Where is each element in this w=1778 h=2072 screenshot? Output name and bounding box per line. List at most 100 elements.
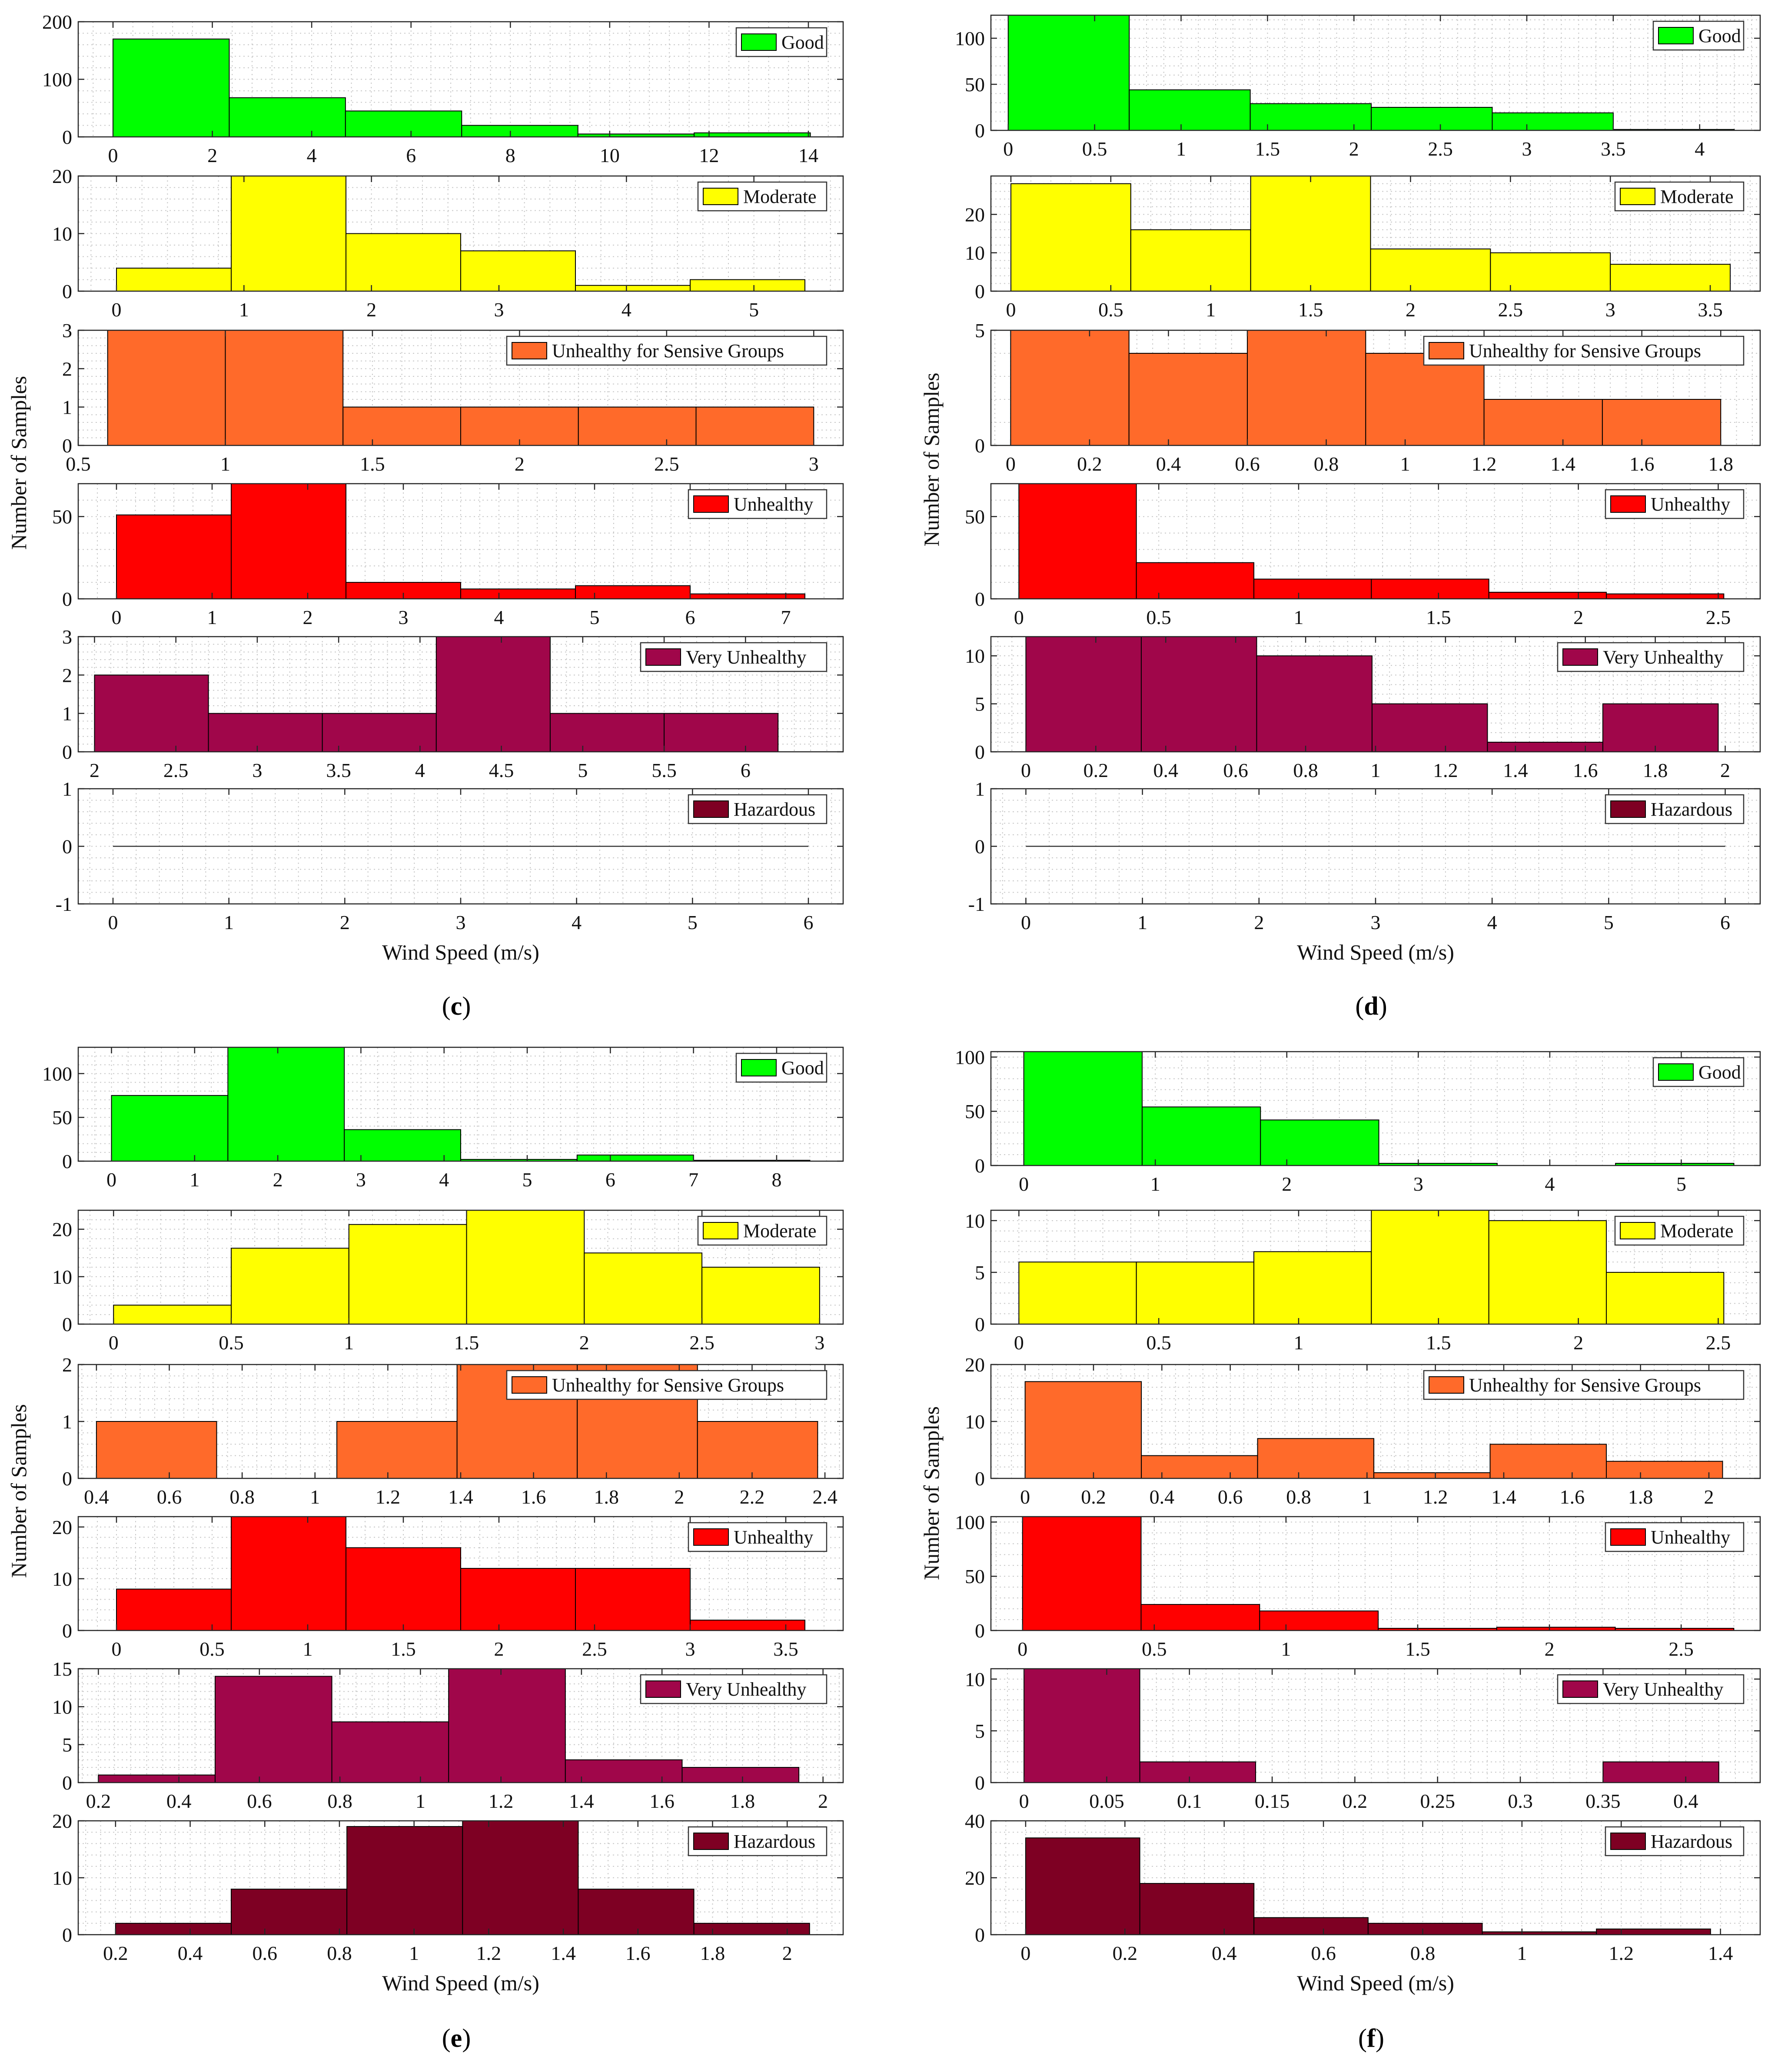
- panel-f-unhealthy-bar-2: [1259, 1610, 1379, 1631]
- panel-c-very-unhealthy-legend: Very Unhealthy: [640, 642, 828, 672]
- panel-c-unhealthy-ytick-label: 0: [62, 588, 72, 610]
- panel-e-unhealthy-for-sensive-groups-xtick-label: 1.2: [376, 1486, 401, 1508]
- panel-d-hazardous-xtick-label: 1: [1137, 911, 1147, 933]
- panel-e-very-unhealthy-legend: Very Unhealthy: [640, 1674, 828, 1704]
- panel-e-moderate-xtick-label: 0.5: [219, 1332, 244, 1354]
- panel-f-good-ytick-label: 100: [955, 1046, 985, 1068]
- panel-f-moderate-xtick-label: 2.5: [1706, 1332, 1731, 1354]
- panel-c-good-ytick-label: 0: [62, 126, 72, 148]
- panel-f-hazardous-bar-1: [1139, 1883, 1255, 1936]
- panel-f-unhealthy-xtick-label: 2.5: [1668, 1638, 1694, 1660]
- panel-e-unhealthy-for-sensive-groups-xtick-label: 0.8: [229, 1486, 255, 1508]
- panel-c-unhealthy-xtick-label: 5: [590, 606, 600, 628]
- panel-f-hazardous-legend-label: Hazardous: [1651, 1831, 1732, 1852]
- panel-c-very-unhealthy-xtick-label: 5.5: [651, 759, 677, 781]
- panel-c-very-unhealthy-bar-5: [664, 713, 779, 752]
- panel-c-hazardous-ytick-label: -1: [56, 893, 72, 915]
- panel-f-hazardous-xtick-label: 1: [1517, 1942, 1527, 1964]
- panel-d-unhealthy-xtick-label: 1.5: [1426, 606, 1451, 628]
- panel-e-very-unhealthy-legend-swatch: [645, 1680, 681, 1698]
- panel-e-moderate-ytick-label: 10: [52, 1266, 72, 1288]
- panel-e-hazardous-xtick-label: 1.6: [625, 1942, 651, 1964]
- panel-d-unhealthy-xtick-label: 0: [1014, 606, 1024, 628]
- panel-e-hazardous-ytick-label: 10: [52, 1867, 72, 1889]
- panel-e-good-axes-box: [77, 1046, 844, 1162]
- panel-f-very-unhealthy-bar-5: [1602, 1761, 1719, 1783]
- panel-c-good-xtick-label: 10: [600, 144, 620, 166]
- panel-c-good-xtick-label: 0: [108, 144, 118, 166]
- panel-d-hazardous-xtick-label: 4: [1487, 911, 1497, 933]
- panel-c-very-unhealthy-ytick-label: 3: [62, 626, 72, 648]
- panel-e-hazardous-bar-4: [578, 1889, 695, 1936]
- panel-e-unhealthy-xtick-label: 3: [685, 1638, 695, 1660]
- panel-f-caption: (f): [1358, 2024, 1384, 2052]
- panel-c-unhealthy-for-sensive-groups-bar-4: [578, 406, 697, 446]
- panel-d-unhealthy-for-sensive-groups-legend-swatch: [1429, 342, 1464, 359]
- panel-f-x-axis-title: Wind Speed (m/s): [1297, 1971, 1454, 1995]
- panel-f-good-xtick-label: 2: [1282, 1173, 1292, 1195]
- panel-c-unhealthy-for-sensive-groups-bar-1: [225, 330, 344, 446]
- panel-d-moderate-ytick-label: 0: [975, 280, 985, 302]
- panel-c-very-unhealthy-xtick-label: 4: [415, 759, 425, 781]
- panel-e-unhealthy-axes: 0 0.5 1 1.5 2 2.5 3 3.5 0 10 20 Unhealthy: [52, 1516, 844, 1660]
- panel-f-good-ytick-label: 0: [975, 1155, 985, 1177]
- panel-e-unhealthy-xtick-label: 0: [112, 1638, 122, 1660]
- panel-e-unhealthy-for-sensive-groups-xtick-label: 2: [674, 1486, 684, 1508]
- panel-d-very-unhealthy-xtick-label: 0.6: [1223, 759, 1248, 781]
- panel-e-hazardous-xtick-label: 0.2: [103, 1942, 128, 1964]
- panel-c-moderate-legend-label: Moderate: [743, 186, 817, 207]
- panel-e-good-bar-2: [344, 1129, 461, 1162]
- panel-e-unhealthy-for-sensive-groups-xtick-label: 2.4: [812, 1486, 837, 1508]
- panel-e-hazardous-xtick-label: 1.8: [700, 1942, 725, 1964]
- panel-e-very-unhealthy-ytick-label: 15: [52, 1658, 72, 1680]
- panel-e-unhealthy-for-sensive-groups-ytick-label: 2: [62, 1354, 72, 1376]
- panel-d-unhealthy-for-sensive-groups-bar-0: [1010, 330, 1130, 446]
- panel-f-unhealthy-xtick-label: 0.5: [1142, 1638, 1167, 1660]
- panel-c-hazardous-xtick-label: 3: [456, 911, 466, 933]
- panel-d-unhealthy-for-sensive-groups-xtick-label: 0.8: [1314, 453, 1339, 475]
- panel-f-very-unhealthy-legend-swatch: [1562, 1680, 1598, 1698]
- panel-f-moderate-bar-3: [1371, 1210, 1489, 1325]
- panel-f-unhealthy-for-sensive-groups-xtick-label: 1.6: [1560, 1486, 1585, 1508]
- panel-f-moderate-ytick-label: 10: [965, 1210, 985, 1232]
- panel-d-moderate-bar-4: [1490, 252, 1611, 292]
- panel-d-unhealthy-for-sensive-groups-xtick-label: 0.6: [1235, 453, 1260, 475]
- panel-d-very-unhealthy-legend-swatch: [1562, 648, 1598, 666]
- panel-d-good-xtick-label: 1: [1176, 138, 1186, 160]
- panel-c-very-unhealthy-bar-1: [208, 713, 323, 752]
- panel-f-very-unhealthy-ytick-label: 0: [975, 1772, 985, 1794]
- panel-c-moderate-bar-5: [690, 279, 805, 292]
- panel-d-unhealthy-xtick-label: 2.5: [1706, 606, 1731, 628]
- panel-d-unhealthy-bar-3: [1371, 578, 1489, 599]
- panel-d-hazardous-xtick-label: 6: [1720, 911, 1730, 933]
- panel-d-unhealthy-for-sensive-groups-legend-label: Unhealthy for Sensive Groups: [1469, 340, 1701, 362]
- panel-f-unhealthy-bar-1: [1140, 1604, 1260, 1631]
- panel-f-hazardous-ytick-label: 0: [975, 1924, 985, 1946]
- panel-d-very-unhealthy-legend-label: Very Unhealthy: [1603, 647, 1723, 668]
- panel-d-unhealthy-for-sensive-groups-xtick-label: 1.8: [1708, 453, 1733, 475]
- panel-e-unhealthy-xtick-label: 2: [494, 1638, 504, 1660]
- panel-e-unhealthy-for-sensive-groups-xtick-label: 1.6: [521, 1486, 546, 1508]
- panel-e-moderate-bar-2: [348, 1224, 467, 1325]
- panel-e-moderate-bar-4: [584, 1252, 703, 1325]
- panel-c-hazardous-xtick-label: 2: [340, 911, 350, 933]
- panel-e-very-unhealthy-bar-2: [331, 1721, 449, 1783]
- panel-c-moderate-xtick-label: 5: [749, 299, 759, 321]
- panel-e-very-unhealthy-bar-0: [98, 1774, 216, 1783]
- panel-f-very-unhealthy-xtick-label: 0.1: [1177, 1790, 1202, 1812]
- panel-e-very-unhealthy-xtick-label: 0.6: [247, 1790, 272, 1812]
- panel-c-unhealthy-for-sensive-groups-axes: 0.5 1 1.5 2 2.5 3 0 1 2 3 Unhealthy for Sensive Gr…: [62, 319, 844, 475]
- panel-c-moderate-xtick-label: 2: [366, 299, 376, 321]
- panel-c-hazardous-legend: Hazardous: [688, 794, 828, 824]
- panel-c-very-unhealthy-legend-swatch: [645, 648, 681, 666]
- panel-f-unhealthy-ytick-label: 50: [965, 1565, 985, 1587]
- panel-f-good-axes-box: [990, 1051, 1761, 1166]
- panel-d-good-bar-0: [1007, 15, 1130, 131]
- panel-c-unhealthy-for-sensive-groups-xtick-label: 0.5: [66, 453, 91, 475]
- panel-e-unhealthy-bar-4: [575, 1568, 691, 1631]
- panel-e-unhealthy-xtick-label: 0.5: [199, 1638, 225, 1660]
- panel-d-very-unhealthy-xtick-label: 1.6: [1573, 759, 1598, 781]
- panel-d-moderate-xtick-label: 1.5: [1298, 299, 1323, 321]
- panel-f-moderate-xtick-label: 0: [1014, 1332, 1024, 1354]
- panel-d-unhealthy-ytick-label: 0: [975, 588, 985, 610]
